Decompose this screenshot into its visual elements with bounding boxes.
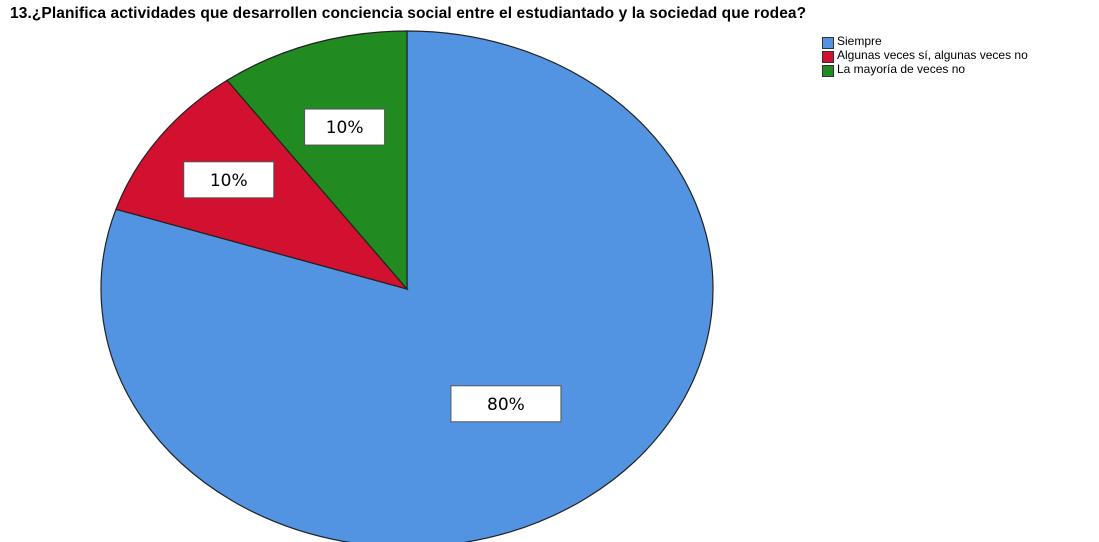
data-label-text: 80% [487, 395, 525, 415]
legend-label-siempre: Siempre [837, 34, 882, 48]
data-label-box [183, 161, 275, 199]
chart-title: 13.¿Planifica actividades que desarrolle… [10, 5, 807, 22]
legend-swatch-algunas-veces [822, 51, 834, 63]
legend-swatch-siempre [822, 37, 834, 49]
data-label-siempre: 80% [450, 385, 562, 423]
legend-swatch-mayoria-no [822, 65, 834, 77]
pie-slice-mayoria-no [226, 30, 408, 291]
data-label-mayoria-no: 10% [304, 108, 386, 146]
legend-label-algunas-veces: Algunas veces sí, algunas veces no [837, 48, 1028, 62]
legend-item-algunas-veces: Algunas veces sí, algunas veces no [822, 48, 1092, 63]
legend-label-mayoria-no: La mayoría de veces no [837, 62, 966, 76]
data-label-algunas-veces: 10% [183, 161, 275, 199]
data-label-text: 10% [326, 118, 364, 138]
data-label-text: 10% [210, 171, 248, 191]
legend-item-siempre: Siempre [822, 34, 1092, 49]
data-label-box [450, 385, 562, 423]
data-label-box [304, 108, 386, 146]
legend-item-mayoria-no: La mayoría de veces no [822, 62, 1092, 77]
legend: Siempre Algunas veces sí, algunas veces … [822, 34, 1092, 78]
